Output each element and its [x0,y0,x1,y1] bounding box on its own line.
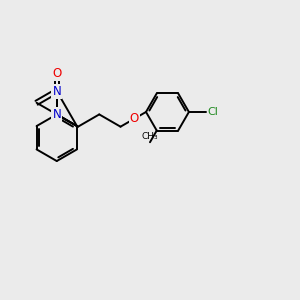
Text: N: N [52,85,61,98]
Text: N: N [52,108,61,121]
Text: CH₃: CH₃ [142,132,158,141]
Text: O: O [130,112,139,125]
Text: Cl: Cl [207,107,218,117]
Text: O: O [52,68,62,80]
